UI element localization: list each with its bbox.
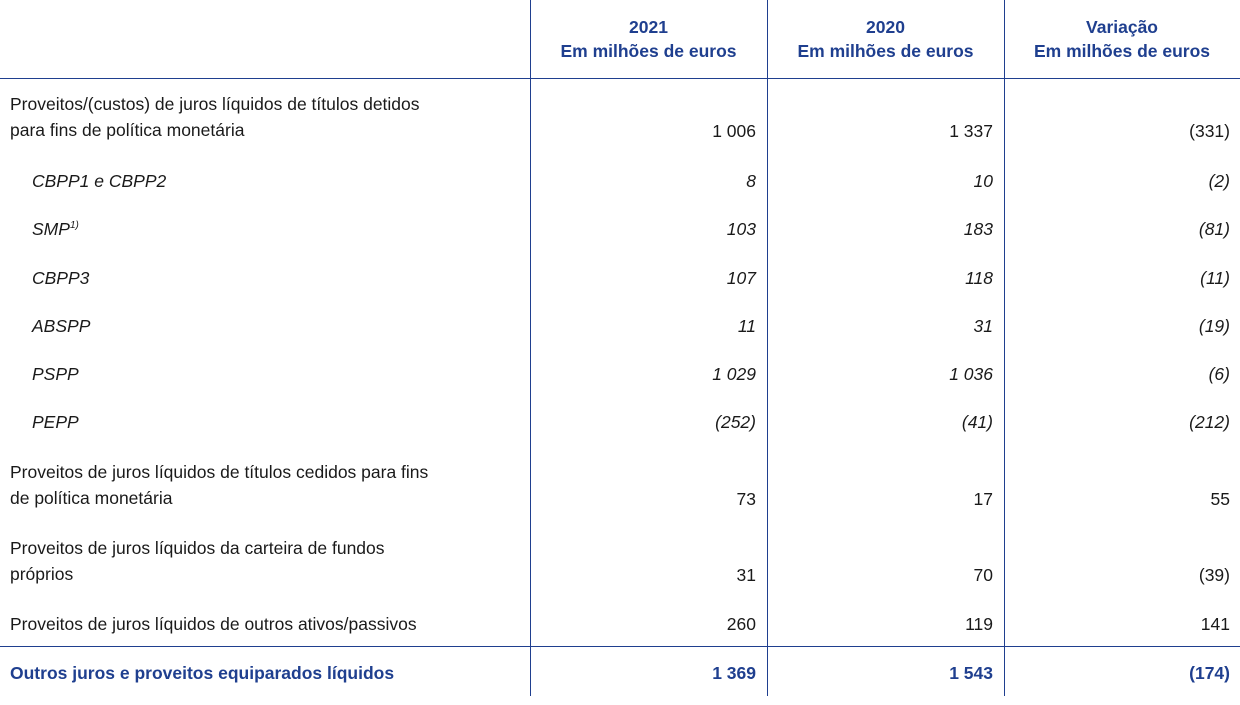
value-2020: 1 036 (949, 364, 993, 384)
value-2020: 31 (973, 316, 993, 336)
value-2021: 1 006 (712, 121, 756, 141)
value-change: (2) (1208, 171, 1230, 191)
row-label: Proveitos de juros líquidos de outros at… (10, 614, 417, 634)
header-change: Variação Em milhões de euros (1004, 0, 1240, 78)
header-2020: 2020 Em milhões de euros (767, 0, 1004, 78)
value-change: 55 (1210, 489, 1230, 509)
value-2020: 10 (973, 171, 993, 191)
value-2020: 183 (963, 219, 993, 239)
header-change-unit: Em milhões de euros (1033, 41, 1211, 61)
header-change-title: Variação (1086, 17, 1158, 37)
row-label: SMP1) (32, 219, 79, 239)
row-label: PSPP (32, 364, 79, 384)
row-label: Proveitos/(custos) de juros líquidos de … (10, 94, 420, 140)
value-change: (6) (1208, 364, 1230, 384)
row-label: PEPP (32, 412, 79, 432)
value-2020: 118 (965, 268, 993, 288)
total-label: Outros juros e proveitos equiparados líq… (10, 663, 395, 683)
value-change: 141 (1200, 614, 1230, 634)
column-divider-2020 (767, 0, 768, 696)
value-2021: 107 (726, 268, 756, 288)
total-2021: 1 369 (712, 663, 756, 683)
value-2020: (41) (961, 412, 993, 432)
header-2020-unit: Em milhões de euros (797, 41, 974, 61)
value-2020: 17 (973, 489, 993, 509)
row-label: CBPP3 (32, 268, 90, 288)
row-label: CBPP1 e CBPP2 (32, 171, 167, 191)
row-label: Proveitos de juros líquidos de títulos c… (10, 462, 429, 508)
value-2020: 119 (965, 614, 993, 634)
total-divider (0, 646, 1240, 647)
value-2021: 1 029 (712, 364, 756, 384)
header-2021-year: 2021 (629, 17, 668, 37)
header-divider (0, 78, 1240, 79)
value-2021: 31 (736, 565, 756, 585)
value-change: (331) (1189, 121, 1230, 141)
column-divider-2021 (530, 0, 531, 696)
column-divider-change (1004, 0, 1005, 696)
value-change: (81) (1198, 219, 1230, 239)
footnote-marker: 1) (69, 220, 79, 231)
value-2020: 70 (973, 565, 993, 585)
value-2021: 11 (737, 316, 756, 336)
value-change: (39) (1198, 565, 1230, 585)
total-2020: 1 543 (949, 663, 993, 683)
value-change: (212) (1189, 412, 1230, 432)
header-2020-year: 2020 (866, 17, 905, 37)
row-label: ABSPP (32, 316, 91, 336)
value-2021: 73 (736, 489, 756, 509)
value-change: (11) (1200, 268, 1230, 288)
value-2021: 260 (726, 614, 756, 634)
value-change: (19) (1198, 316, 1230, 336)
value-2020: 1 337 (949, 121, 993, 141)
value-2021: 8 (746, 171, 756, 191)
total-change: (174) (1189, 663, 1230, 683)
header-2021-unit: Em milhões de euros (560, 41, 737, 61)
row-label: Proveitos de juros líquidos da carteira … (10, 538, 385, 584)
value-2021: 103 (726, 219, 756, 239)
header-2021: 2021 Em milhões de euros (530, 0, 767, 78)
value-2021: (252) (715, 412, 756, 432)
